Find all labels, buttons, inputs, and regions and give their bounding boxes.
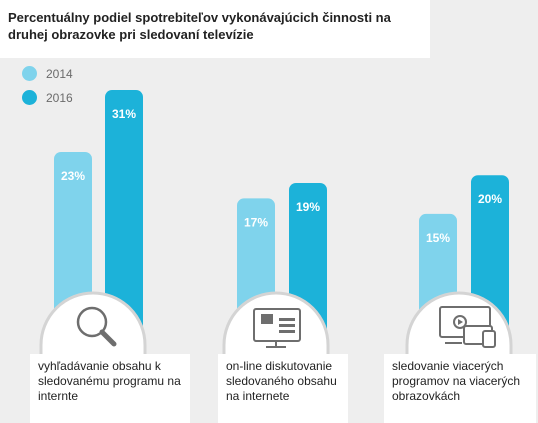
chart-title: Percentuálny podiel spotrebiteľov vykoná… [8, 10, 391, 42]
value-label-2014-search: 23% [61, 169, 85, 183]
value-label-2016-multiscreen: 20% [478, 192, 502, 206]
legend-label-2014: 2014 [46, 67, 73, 81]
magnifier-icon [76, 306, 117, 347]
legend-swatch-2014 [22, 66, 37, 81]
multiple-screens-icon [439, 306, 496, 348]
value-label-2016-discussion: 19% [296, 200, 320, 214]
bar-2014-search [54, 151, 92, 336]
value-label-2014-discussion: 17% [244, 215, 268, 229]
legend-swatch-2016 [22, 90, 37, 105]
category-label-search: vyhľadávanie obsahu k sledovanému progra… [30, 354, 190, 423]
category-label-multiscreen: sledovanie viacerých programov na viacer… [384, 354, 536, 423]
bar-2016-multiscreen [471, 175, 509, 336]
legend-label-2016: 2016 [46, 91, 73, 105]
value-label-2014-multiscreen: 15% [426, 231, 450, 245]
category-label-discussion: on-line diskutovanie sledovaného obsahu … [218, 354, 348, 423]
discussion-screen-icon [253, 308, 301, 348]
icon-arch-discussion [222, 291, 330, 362]
icon-arch-search [39, 291, 147, 362]
title-box: Percentuálny podiel spotrebiteľov vykoná… [0, 0, 430, 58]
bar-2016-search [105, 90, 143, 336]
value-label-2016-search: 31% [112, 107, 136, 121]
